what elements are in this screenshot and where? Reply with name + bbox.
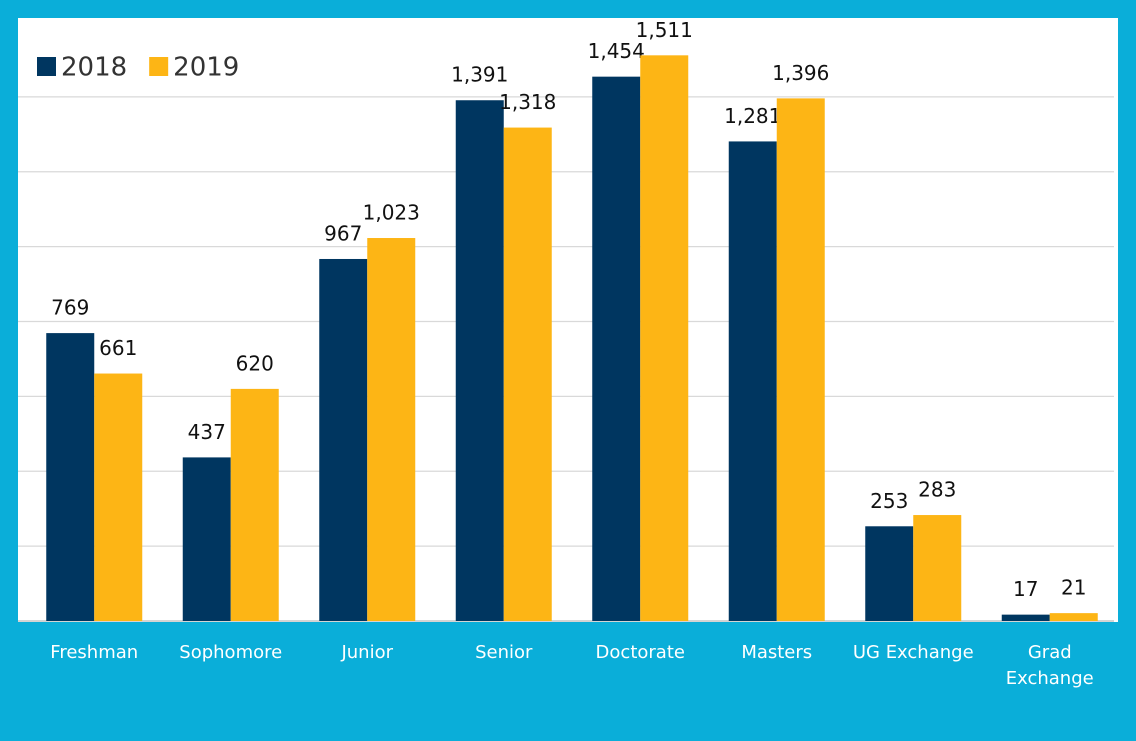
legend-swatch: [37, 57, 56, 76]
data-label: 1,281: [724, 104, 781, 128]
bar: [640, 55, 689, 621]
x-tick-label: Grad Exchange: [1006, 642, 1094, 689]
legend-label: 2019: [173, 53, 239, 83]
x-tick-label: Senior: [475, 642, 533, 663]
bar: [913, 515, 962, 621]
bar: [728, 141, 777, 621]
x-tick-label: Doctorate: [596, 642, 685, 663]
data-label: 1,023: [363, 201, 420, 225]
data-label: 437: [188, 420, 226, 444]
x-tick-label: Sophomore: [179, 642, 282, 663]
data-label: 620: [236, 351, 274, 375]
bar: [1049, 613, 1098, 621]
data-label: 253: [870, 489, 908, 513]
bar: [46, 333, 95, 621]
legend-label: 2018: [61, 53, 127, 83]
legend-swatch: [149, 57, 169, 76]
x-tick-label: UG Exchange: [853, 642, 974, 663]
data-label: 1,396: [772, 61, 829, 85]
data-label: 661: [99, 336, 137, 360]
x-tick-label: Masters: [741, 642, 812, 663]
data-label: 1,511: [636, 18, 693, 42]
data-label: 769: [51, 296, 89, 320]
data-label: 967: [324, 221, 362, 245]
data-label: 1,318: [499, 90, 556, 114]
bar: [230, 388, 279, 621]
data-label: 1,454: [588, 39, 645, 63]
data-label: 1,391: [451, 63, 508, 87]
bar: [182, 457, 231, 621]
data-label: 283: [918, 478, 956, 502]
bar: [319, 258, 368, 621]
bar: [865, 526, 914, 621]
x-tick-label: Freshman: [50, 642, 138, 663]
bar: [1001, 614, 1050, 621]
bar: [455, 100, 504, 621]
bar: [94, 373, 143, 621]
x-tick-label: Junior: [340, 642, 393, 663]
data-label: 21: [1061, 576, 1086, 600]
bar: [503, 127, 552, 621]
bar: [776, 98, 825, 621]
bar: [592, 76, 641, 621]
bar: [367, 238, 416, 621]
data-label: 17: [1013, 577, 1038, 601]
